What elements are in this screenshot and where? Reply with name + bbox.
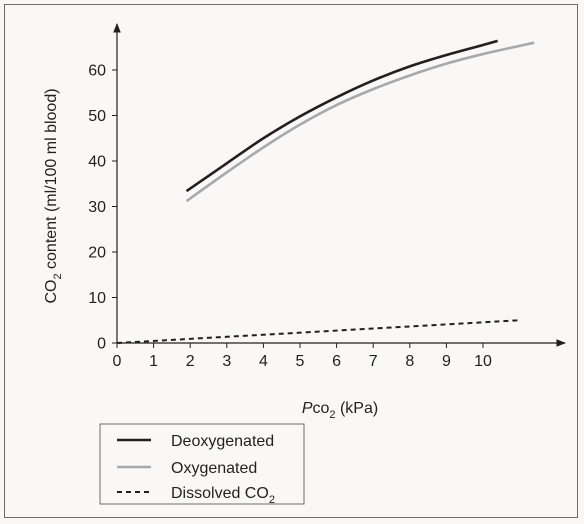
- x-tick-label: 9: [442, 353, 451, 370]
- y-tick-label: 60: [88, 63, 106, 80]
- legend-box: [99, 423, 305, 505]
- x-tick-label: 10: [474, 353, 492, 370]
- axes: 0 1 2 3 4 5 6 7 8 9 10 0 10 20 30 40 50 60: [88, 23, 566, 370]
- series-line-dissolved-co2: [116, 319, 520, 344]
- x-tick-label: 0: [113, 353, 122, 370]
- y-axis-label: CO2 content (ml/100 ml blood): [43, 88, 64, 303]
- y-tick-label: 40: [88, 154, 106, 171]
- x-tick-label: 7: [369, 353, 378, 370]
- x-axis-label: Pco2 (kPa): [302, 400, 378, 421]
- x-tick-label: 5: [296, 353, 305, 370]
- legend-label-deoxygenated: Deoxygenated: [171, 433, 274, 450]
- x-tick-label: 3: [222, 353, 231, 370]
- legend: Deoxygenated Oxygenated Dissolved CO2: [99, 423, 305, 506]
- x-tick-label: 8: [405, 353, 414, 370]
- legend-label-dissolved: Dissolved CO2: [171, 485, 275, 506]
- series-line-oxygenated: [185, 41, 535, 203]
- series-line-deoxygenated: [185, 39, 498, 193]
- x-tick-label: 2: [186, 353, 195, 370]
- x-tick-label: 6: [332, 353, 341, 370]
- series-layer: [116, 39, 535, 344]
- y-tick-label: 30: [88, 199, 106, 216]
- legend-label-oxygenated: Oxygenated: [171, 460, 257, 477]
- y-tick-label: 50: [88, 108, 106, 125]
- x-tick-label: 1: [149, 353, 158, 370]
- x-tick-label: 4: [259, 353, 268, 370]
- y-tick-label: 0: [97, 336, 106, 353]
- figure-frame: [4, 4, 578, 518]
- y-tick-label: 10: [88, 290, 106, 307]
- y-tick-label: 20: [88, 245, 106, 262]
